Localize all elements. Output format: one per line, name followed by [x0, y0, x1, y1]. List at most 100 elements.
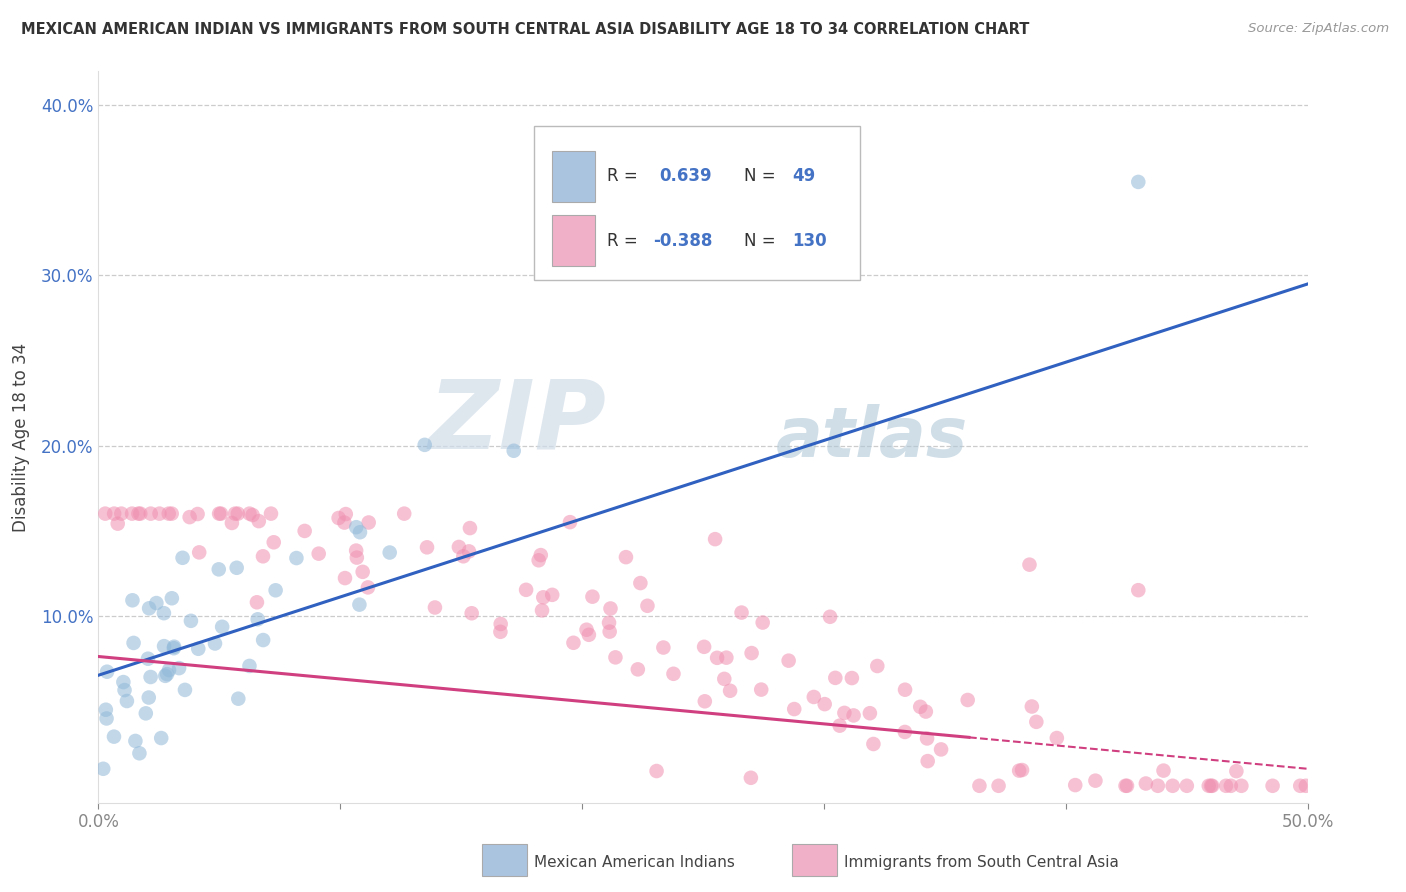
Point	[859, 706, 882, 721]
Point	[167, 661, 190, 675]
Text: Mexican American Indians: Mexican American Indians	[534, 855, 735, 870]
Point	[1128, 175, 1150, 189]
Point	[103, 730, 125, 744]
Point	[1161, 779, 1184, 793]
Point	[1025, 714, 1047, 729]
Point	[818, 609, 841, 624]
Point	[1153, 764, 1175, 778]
Point	[910, 699, 932, 714]
Point	[458, 521, 481, 535]
Point	[335, 507, 357, 521]
Text: ZIP: ZIP	[429, 376, 606, 469]
Point	[179, 510, 201, 524]
Point	[328, 511, 350, 525]
Point	[160, 591, 183, 606]
Point	[447, 540, 470, 554]
Text: N =: N =	[744, 232, 776, 250]
Point	[662, 666, 685, 681]
Point	[751, 615, 773, 630]
Point	[645, 764, 668, 778]
Point	[527, 553, 550, 567]
Point	[221, 516, 243, 530]
Point	[180, 614, 202, 628]
Point	[605, 650, 627, 665]
Point	[247, 514, 270, 528]
Point	[1135, 776, 1157, 790]
Point	[208, 562, 231, 576]
Point	[209, 507, 232, 521]
Text: 130: 130	[793, 232, 827, 250]
Point	[94, 507, 117, 521]
Point	[157, 507, 180, 521]
Point	[1011, 763, 1033, 777]
Point	[460, 606, 482, 620]
Point	[226, 507, 249, 521]
Point	[1215, 779, 1237, 793]
Point	[121, 507, 143, 521]
Point	[575, 623, 598, 637]
Point	[1064, 778, 1087, 792]
Point	[1115, 779, 1137, 793]
Point	[204, 636, 226, 650]
Point	[188, 545, 211, 559]
Point	[157, 663, 180, 677]
Point	[226, 691, 249, 706]
Point	[242, 508, 264, 522]
Point	[489, 624, 512, 639]
Point	[357, 581, 380, 595]
Point	[112, 675, 135, 690]
Point	[252, 633, 274, 648]
Point	[841, 671, 863, 685]
Point	[1261, 779, 1284, 793]
Point	[136, 651, 159, 665]
Point	[834, 706, 856, 720]
Point	[458, 544, 481, 558]
Point	[160, 507, 183, 521]
Point	[163, 640, 186, 654]
Point	[1289, 779, 1312, 793]
Point	[598, 615, 620, 630]
Point	[599, 624, 621, 639]
Point	[174, 682, 197, 697]
Point	[502, 443, 524, 458]
Point	[114, 683, 136, 698]
Point	[581, 590, 603, 604]
Point	[693, 640, 716, 654]
Point	[121, 593, 143, 607]
Point	[1021, 699, 1043, 714]
Point	[163, 641, 186, 656]
Point	[1199, 779, 1222, 793]
Point	[150, 731, 173, 745]
Point	[706, 650, 728, 665]
Point	[260, 507, 283, 521]
Point	[716, 650, 738, 665]
Text: N =: N =	[744, 168, 776, 186]
Point	[1084, 773, 1107, 788]
Point	[96, 711, 118, 725]
Point	[1046, 731, 1069, 745]
Point	[1201, 779, 1223, 793]
FancyBboxPatch shape	[534, 126, 860, 280]
Point	[378, 545, 401, 559]
Point	[1128, 583, 1150, 598]
Point	[693, 694, 716, 708]
Point	[1230, 779, 1253, 793]
Point	[423, 600, 446, 615]
Point	[704, 532, 727, 546]
Text: 0.639: 0.639	[659, 168, 711, 186]
Point	[122, 636, 145, 650]
Point	[349, 598, 371, 612]
Point	[128, 746, 150, 760]
Point	[96, 665, 118, 679]
Point	[392, 507, 415, 521]
Point	[357, 516, 380, 530]
Text: R =: R =	[607, 168, 638, 186]
Point	[530, 548, 553, 562]
Point	[1175, 779, 1198, 793]
Point	[894, 725, 917, 739]
Point	[238, 507, 260, 521]
Point	[224, 507, 246, 521]
Point	[246, 595, 269, 609]
Text: Immigrants from South Central Asia: Immigrants from South Central Asia	[844, 855, 1119, 870]
Point	[1147, 779, 1170, 793]
